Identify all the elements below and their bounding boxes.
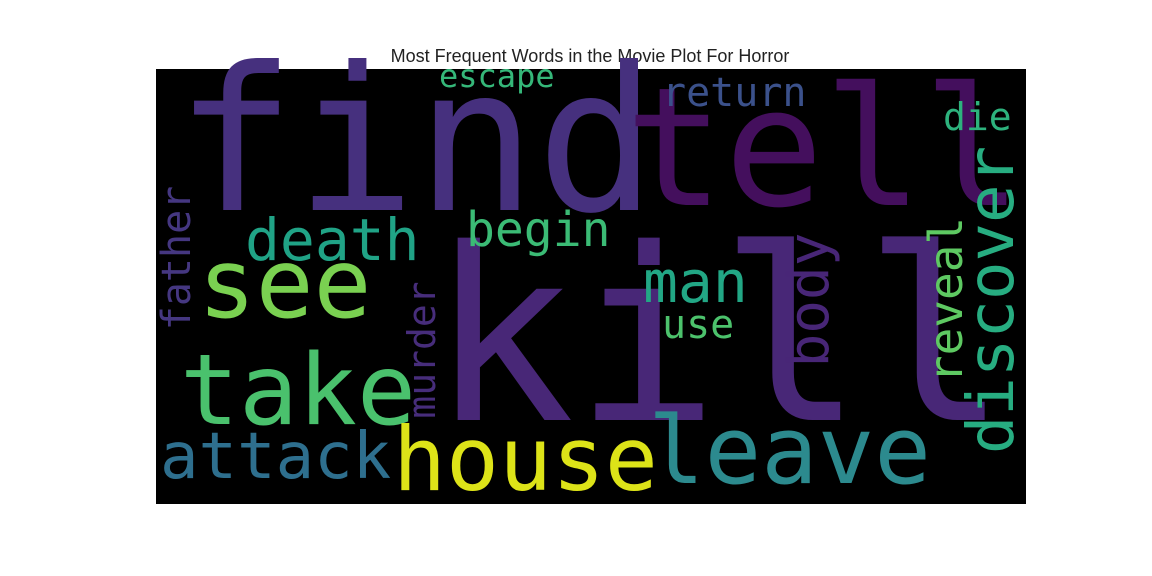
word-die: die [943,95,1012,139]
word-use: use [662,302,734,348]
word-murder: murder [400,281,444,418]
word-see: see [198,228,371,340]
word-begin: begin [466,202,611,258]
word-take: take [180,334,416,448]
word-man: man [643,248,748,316]
word-tell: tell [625,52,1022,244]
word-escape: escape [439,57,555,95]
word-reveal: reveal [919,217,973,383]
word-discover: discover [955,146,1029,454]
chart-title: Most Frequent Words in the Movie Plot Fo… [391,46,790,66]
word-house: house [393,408,658,511]
word-body: body [777,233,842,368]
word-return: return [662,70,807,116]
wordcloud-background [156,69,1026,504]
word-death: death [245,206,420,274]
word-attack: attack [160,420,391,494]
word-father: father [154,186,200,331]
word-find: find [175,25,657,258]
word-kill: kill [430,197,1008,477]
word-leave: leave [648,397,931,506]
